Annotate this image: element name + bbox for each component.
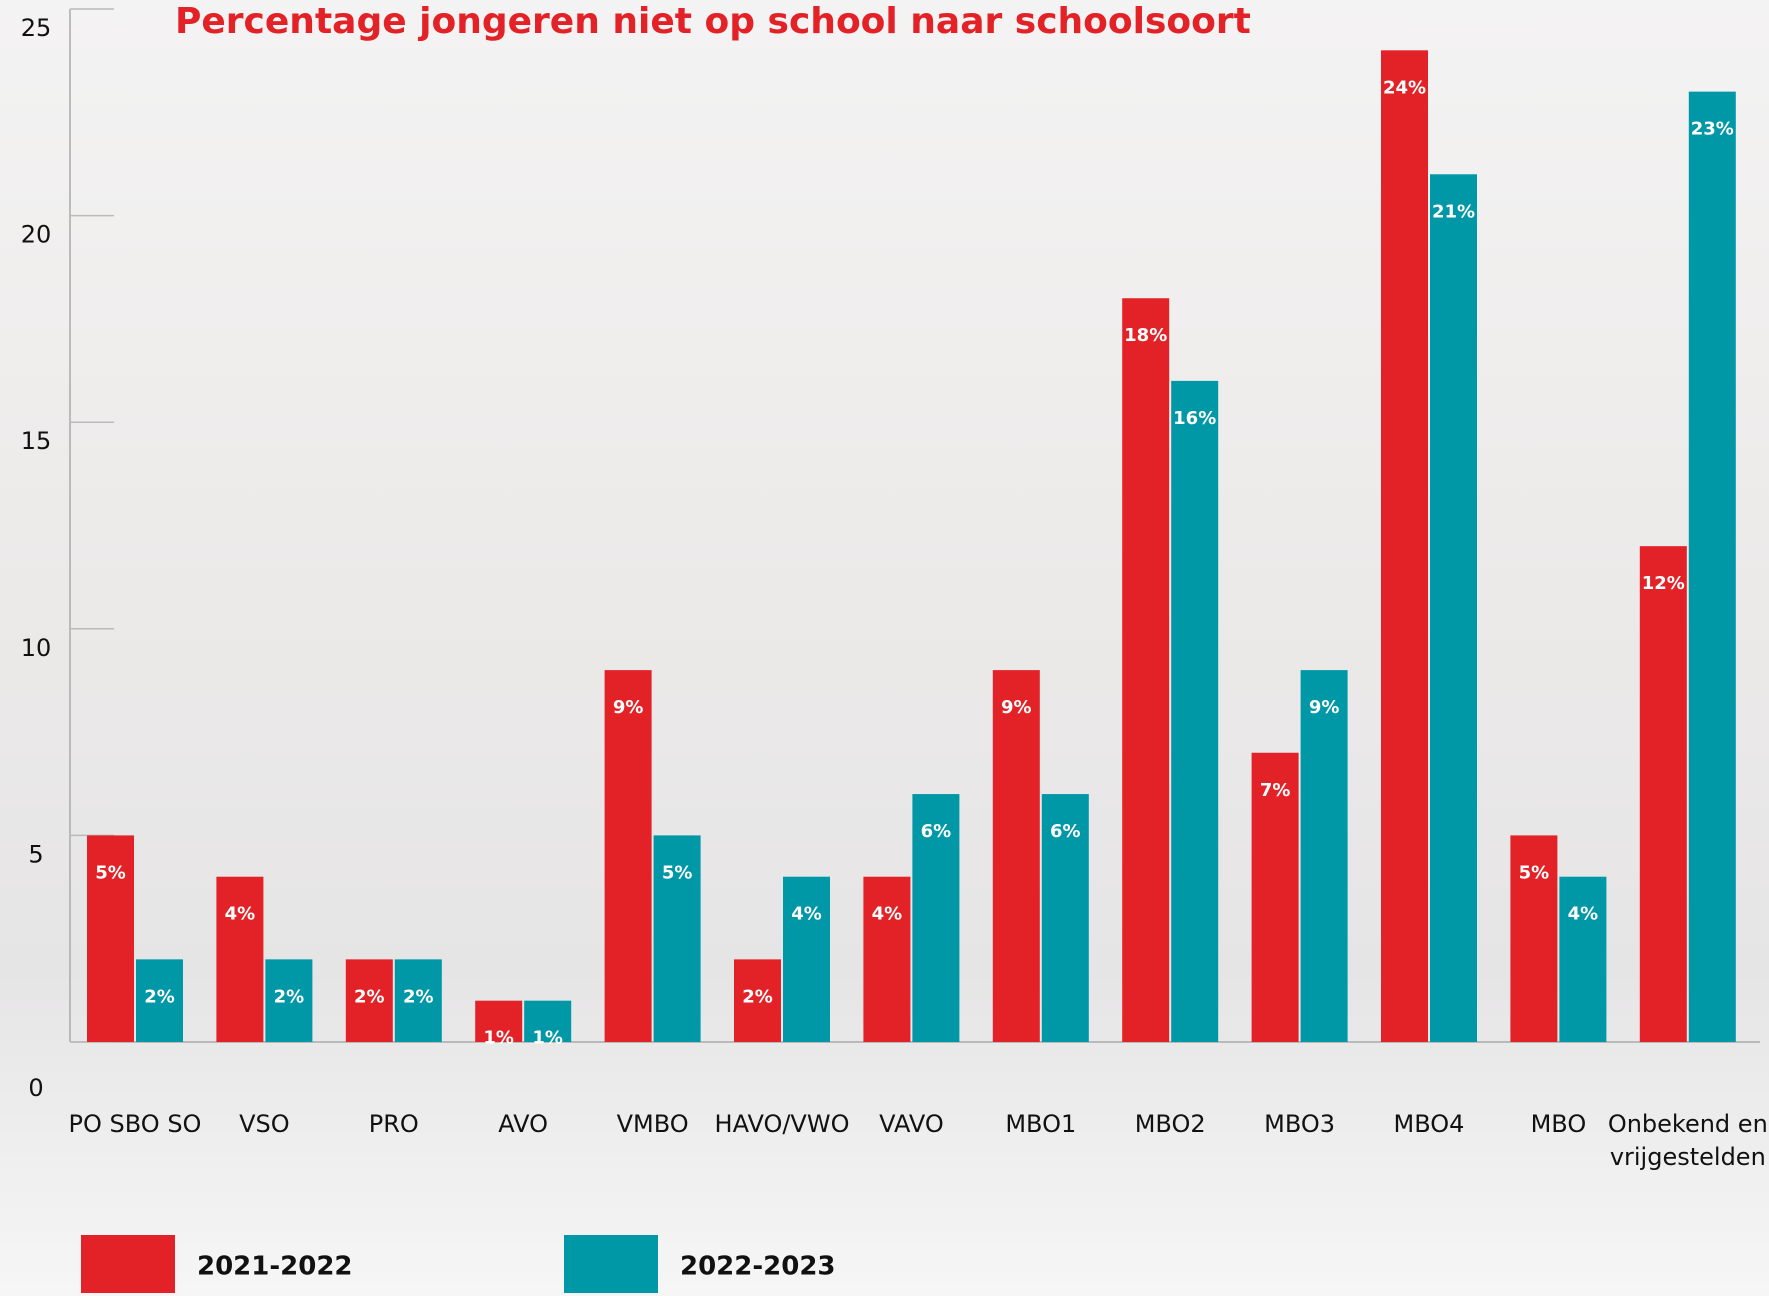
value-label: 24% [1383, 77, 1426, 98]
legend-label: 2021-2022 [197, 1252, 353, 1282]
value-label: 9% [1001, 697, 1032, 718]
legend-label: 2022-2023 [680, 1252, 836, 1282]
value-label: 16% [1173, 408, 1216, 429]
legend-swatch [81, 1235, 175, 1293]
bar [1300, 670, 1348, 1042]
y-tick-label: 5 [28, 840, 43, 868]
bar [1688, 91, 1736, 1042]
bar [265, 959, 313, 1042]
bar [1381, 50, 1428, 1042]
value-label: 2% [144, 986, 175, 1007]
bar [1559, 876, 1607, 1042]
bar [1639, 546, 1687, 1042]
x-tick-label: MBO3 [1264, 1110, 1336, 1138]
bar [1171, 380, 1219, 1042]
bar [604, 670, 652, 1042]
value-label: 1% [483, 1028, 514, 1049]
legend-swatch [564, 1235, 658, 1293]
value-label: 21% [1432, 201, 1475, 222]
bar [524, 1000, 572, 1042]
value-label: 6% [1050, 821, 1081, 842]
x-tick-label: PO SBO SO [68, 1110, 202, 1138]
value-label: 5% [1519, 862, 1550, 883]
value-label: 23% [1691, 119, 1734, 140]
bar [992, 670, 1040, 1042]
x-tick-label: Onbekend en vrijgestelden [1607, 1110, 1768, 1171]
value-label: 12% [1642, 573, 1685, 594]
bar [136, 959, 183, 1042]
value-label: 5% [662, 862, 693, 883]
bar [1251, 752, 1299, 1042]
x-tick-label: MBO2 [1134, 1110, 1206, 1138]
x-tick-label: VAVO [879, 1110, 944, 1138]
value-label: 7% [1260, 780, 1291, 801]
bar [1510, 835, 1558, 1042]
value-label: 18% [1124, 325, 1167, 346]
x-tick-label: MBO1 [1005, 1110, 1077, 1138]
value-label: 6% [921, 821, 952, 842]
x-tick-label: MBO [1530, 1110, 1587, 1138]
bar [87, 835, 134, 1042]
y-tick-label: 0 [28, 1074, 43, 1102]
chart-title: Percentage jongeren niet op school naar … [175, 1, 1251, 42]
bar [912, 794, 960, 1042]
y-tick-label: 20 [21, 221, 52, 249]
x-tick-label: MBO4 [1393, 1110, 1465, 1138]
y-tick-label: 10 [21, 634, 52, 662]
bar [783, 876, 830, 1042]
value-label: 4% [791, 904, 822, 925]
value-label: 2% [403, 986, 434, 1007]
value-label: 5% [95, 862, 126, 883]
x-tick-label: HAVO/VWO [714, 1110, 850, 1138]
bar [475, 1000, 523, 1042]
bar [863, 876, 911, 1042]
y-tick-label: 25 [21, 14, 52, 42]
value-label: 9% [613, 697, 644, 718]
value-label: 9% [1309, 697, 1340, 718]
y-tick-label: 15 [21, 427, 52, 455]
bar [1430, 174, 1477, 1042]
value-label: 1% [532, 1028, 563, 1049]
value-label: 2% [354, 986, 385, 1007]
x-tick-label: VMBO [616, 1110, 689, 1138]
bar [216, 876, 264, 1042]
value-label: 4% [1568, 904, 1599, 925]
bar [734, 959, 781, 1042]
bar [345, 959, 393, 1042]
bar [1041, 794, 1089, 1042]
value-label: 2% [742, 986, 773, 1007]
value-label: 2% [274, 986, 305, 1007]
bar [394, 959, 442, 1042]
bar [653, 835, 701, 1042]
x-tick-label: VSO [239, 1110, 290, 1138]
value-label: 4% [872, 904, 903, 925]
value-label: 4% [225, 904, 256, 925]
x-tick-label: AVO [498, 1110, 549, 1138]
bar [1122, 298, 1170, 1042]
x-tick-label: PRO [368, 1110, 419, 1138]
